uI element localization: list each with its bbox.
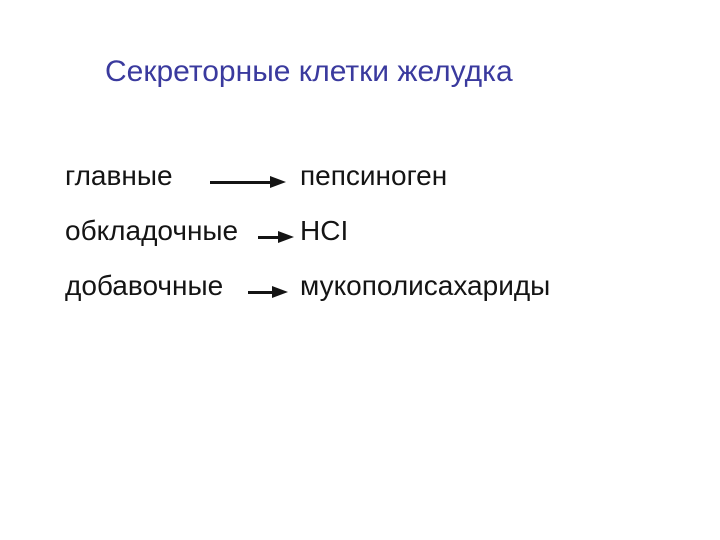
secretion-label: мукополисахариды xyxy=(300,270,550,301)
secretion-label: пепсиноген xyxy=(300,160,447,191)
secretion-3: мукополисахариды xyxy=(300,270,550,302)
secretion-label: HCI xyxy=(300,215,348,246)
arrow-head xyxy=(270,176,286,188)
cell-type-3: добавочные xyxy=(65,270,223,302)
secretion-2: HCI xyxy=(300,215,348,247)
cell-type-label: добавочные xyxy=(65,270,223,301)
arrow-line xyxy=(248,291,272,294)
page-title: Секреторные клетки желудка xyxy=(105,55,513,89)
cell-type-1: главные xyxy=(65,160,173,192)
arrow-head xyxy=(272,286,288,298)
arrow-icon xyxy=(210,176,286,188)
arrow-icon xyxy=(258,231,294,243)
arrow-head xyxy=(278,231,294,243)
arrow-line xyxy=(258,236,278,239)
cell-type-label: главные xyxy=(65,160,173,191)
cell-type-2: обкладочные xyxy=(65,215,238,247)
cell-type-label: обкладочные xyxy=(65,215,238,246)
secretion-1: пепсиноген xyxy=(300,160,447,192)
arrow-line xyxy=(210,181,270,184)
arrow-icon xyxy=(248,286,288,298)
